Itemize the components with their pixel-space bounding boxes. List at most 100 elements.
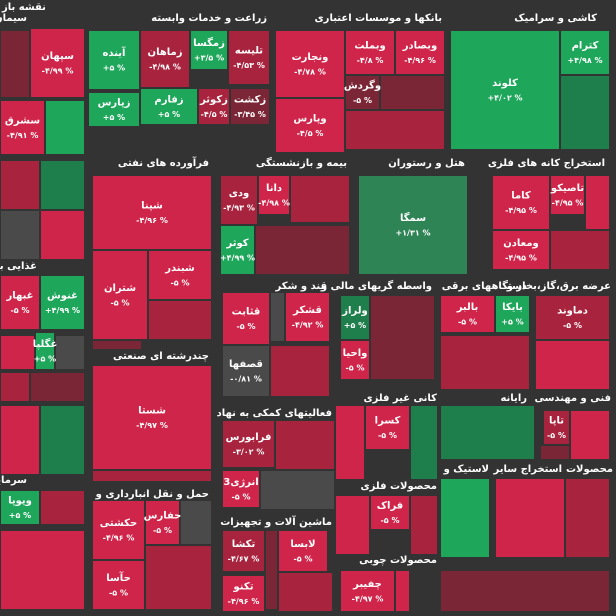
filler-tile	[549, 229, 611, 271]
stock-tile	[364, 404, 411, 451]
stock-name: شستا	[138, 406, 166, 417]
stock-change: -۵ %	[153, 526, 172, 535]
stock-name: کترام	[572, 41, 599, 52]
stock-name: قصفها	[229, 359, 263, 370]
stock-tile	[139, 87, 199, 126]
sector-title: محصولات فلزی	[360, 481, 437, 492]
filler-tile	[439, 404, 536, 461]
stock-change: +۵ %	[103, 64, 125, 73]
filler-tile	[0, 404, 41, 476]
page-title: نقشه باز	[1, 2, 46, 13]
stock-change: -۳/۰۲ %	[233, 448, 265, 457]
stock-tile	[197, 87, 231, 126]
stock-name: لابسا	[290, 539, 315, 550]
stock-change: -۴/۹۵ %	[552, 199, 584, 208]
stock-name: سمگا	[400, 211, 426, 224]
stock-name: زکوثر	[199, 95, 228, 106]
sector-title: محصولات چوبی	[359, 555, 437, 566]
stock-name: بایکا	[502, 302, 523, 313]
filler-tile	[0, 529, 86, 611]
stock-change: -۴/۶۷ %	[228, 555, 260, 564]
stock-tile	[494, 294, 531, 334]
stock-change: -۵ %	[10, 306, 29, 315]
stock-tile	[139, 29, 191, 89]
stock-name: شبندر	[164, 263, 195, 274]
filler-tile	[0, 159, 41, 211]
stock-change: -۴/۹۵ %	[505, 206, 537, 215]
stock-change: -۰/۸۱ %	[230, 375, 262, 384]
stock-name: وپارس	[293, 114, 326, 125]
stock-name: حآسا	[106, 571, 131, 584]
filler-tile	[584, 174, 611, 231]
stock-tile	[542, 409, 571, 446]
filler-tile	[39, 159, 86, 211]
stock-tile	[0, 274, 41, 331]
sector-title: سرمایه	[0, 475, 27, 486]
stock-tile	[221, 574, 266, 613]
stock-change: -۵ %	[547, 431, 566, 440]
stock-tile	[221, 291, 271, 346]
sector-title: سیمان	[0, 13, 27, 24]
stock-name: تاصیکو	[550, 183, 585, 194]
stock-tile	[219, 224, 256, 276]
stock-change: -۴/۸ %	[357, 56, 384, 65]
filler-tile	[39, 489, 86, 526]
stock-change: -۴/۵۳ %	[233, 61, 265, 70]
stock-tile	[394, 29, 446, 76]
sector-title: زراعت و خدمات وابسته	[151, 13, 267, 24]
stock-name: قشکر	[292, 305, 322, 316]
filler-tile	[144, 544, 213, 611]
stock-change: -۴/۹۶ %	[136, 216, 168, 225]
stock-tile	[219, 174, 259, 226]
sector-title: ماشین آلات و تجهیزات	[220, 515, 332, 528]
stock-change: -۵ %	[231, 493, 250, 502]
stock-change: -۴/۹۶ %	[103, 534, 135, 543]
stock-change: -۵ %	[563, 321, 582, 330]
stock-name: دانا	[266, 183, 282, 194]
filler-tile	[54, 334, 86, 371]
stock-name: غبهار	[5, 291, 33, 302]
filler-tile	[0, 334, 36, 371]
stock-tile	[39, 274, 86, 331]
stock-tile	[274, 97, 346, 154]
stock-tile	[549, 174, 586, 216]
stock-name: زماهان	[148, 47, 183, 58]
stock-name: تاپا	[549, 416, 564, 427]
stock-tile	[147, 249, 213, 301]
stock-change: -۳/۴۵ %	[234, 110, 266, 119]
stock-tile	[229, 87, 271, 126]
stock-name: ویوپا	[8, 496, 32, 507]
sector-title: کاشی و سرامیک	[514, 13, 597, 24]
filler-tile	[409, 494, 439, 556]
sector-title: لاستیک و	[443, 464, 489, 475]
filler-tile	[494, 477, 566, 559]
stock-name: کلوند	[492, 78, 518, 89]
sector-title: هتل و رستوران	[388, 158, 465, 169]
stock-change: -۵ %	[345, 364, 364, 373]
stock-tile	[91, 499, 146, 561]
stock-tile	[277, 529, 329, 573]
stock-change: -۵ %	[110, 299, 129, 308]
stock-name: شتران	[104, 283, 136, 294]
stock-tile	[221, 344, 271, 398]
stock-tile	[221, 419, 276, 469]
filler-tile	[409, 404, 439, 481]
stock-change: +۵ %	[9, 511, 31, 520]
sector-title: کانی غیر فلزی	[363, 393, 437, 404]
stock-change: -۴/۷۸ %	[294, 68, 326, 77]
stock-change: -۵ %	[378, 431, 397, 440]
stock-tile	[87, 91, 141, 128]
filler-tile	[91, 339, 143, 351]
stock-name: تکنو	[233, 582, 254, 593]
stock-change: +۴/۹۹ %	[220, 254, 255, 263]
stock-change: -۴/۹۷ %	[352, 595, 384, 604]
stock-change: +۵ %	[103, 113, 125, 122]
stock-change: -۴/۵ %	[201, 110, 228, 119]
stock-tile	[344, 29, 396, 76]
filler-tile	[179, 499, 213, 546]
stock-change: +۴/۹۹ %	[45, 306, 80, 315]
stock-change: +۱/۳۱ %	[395, 229, 430, 238]
stock-change: -۴/۹۶ %	[228, 597, 260, 606]
filler-tile	[0, 29, 31, 99]
